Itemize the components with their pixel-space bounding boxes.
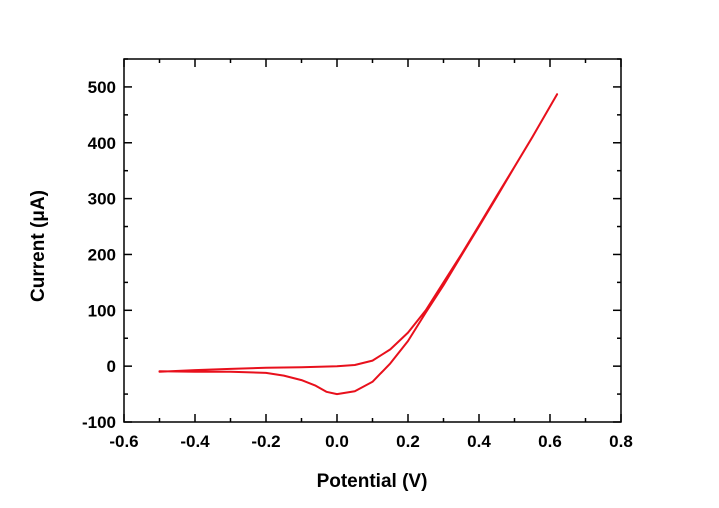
y-tick-label: 200 bbox=[88, 245, 116, 264]
y-tick-label: 500 bbox=[88, 78, 116, 97]
x-tick-label: -0.2 bbox=[251, 432, 280, 451]
y-tick-label: -100 bbox=[82, 413, 116, 432]
x-tick-label: 0.6 bbox=[538, 432, 562, 451]
y-tick-label: 100 bbox=[88, 301, 116, 320]
axis-tick-labels: -0.6 -0.4 -0.2 0.0 0.2 0.4 0.6 0.8 -100 0 100 200 30… bbox=[82, 78, 633, 451]
x-tick-label: 0.0 bbox=[325, 432, 349, 451]
y-axis-title: Current (μA) bbox=[28, 190, 49, 302]
y-tick-label: 300 bbox=[88, 190, 116, 209]
x-tick-label: 0.4 bbox=[467, 432, 491, 451]
x-tick-label: -0.6 bbox=[109, 432, 138, 451]
x-tick-label: 0.8 bbox=[609, 432, 633, 451]
y-tick-label: 0 bbox=[107, 357, 116, 376]
axis-ticks bbox=[123, 58, 622, 423]
series-line bbox=[158, 93, 559, 396]
x-tick-label: 0.2 bbox=[396, 432, 420, 451]
x-tick-label: -0.4 bbox=[180, 432, 210, 451]
x-axis-title: Potential (V) bbox=[317, 471, 428, 492]
y-tick-label: 400 bbox=[88, 134, 116, 153]
